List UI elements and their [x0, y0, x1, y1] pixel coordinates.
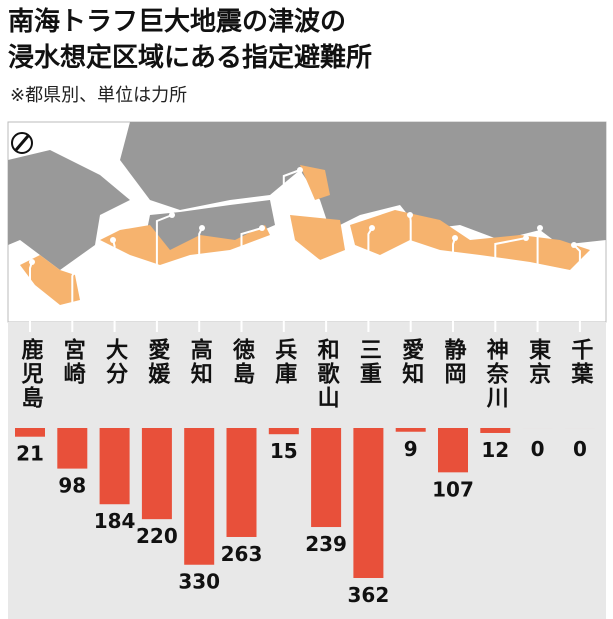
bar: [184, 428, 215, 565]
bar: [311, 428, 342, 528]
leader-line: [409, 214, 412, 332]
leader-dot: [199, 225, 205, 231]
bar: [438, 428, 468, 473]
leader-line: [240, 227, 263, 332]
bar: [480, 428, 511, 433]
chart-subtitle: ※都県別、単位は力所: [10, 85, 187, 106]
category-label: 東京: [525, 338, 551, 386]
leader-line: [282, 169, 301, 332]
category-label: 高知: [187, 337, 213, 386]
value-label: 330: [178, 570, 220, 594]
value-label: 0: [573, 437, 587, 461]
bar: [57, 428, 88, 469]
bar: [226, 428, 257, 537]
value-label: 9: [404, 437, 418, 461]
category-label: 徳島: [229, 337, 256, 386]
bar: [15, 428, 45, 437]
category-label: 愛媛: [144, 337, 170, 386]
value-label: 184: [94, 509, 136, 533]
leader-dot: [571, 242, 577, 248]
category-label: 静岡: [441, 337, 467, 386]
bar: [268, 428, 299, 435]
category-label: 三重: [356, 338, 382, 386]
category-label: 愛知: [398, 337, 424, 386]
bar: [395, 428, 426, 432]
value-label: 0: [531, 437, 545, 461]
value-label: 263: [221, 542, 263, 566]
leader-line: [155, 214, 173, 332]
leader-dot: [537, 225, 543, 231]
value-label: 362: [348, 583, 390, 607]
category-label: 大分: [102, 338, 128, 386]
leader-dot: [169, 212, 175, 218]
bar: [99, 428, 130, 505]
leader-dot: [29, 259, 35, 265]
value-label: 98: [58, 474, 86, 498]
bar: [353, 428, 384, 578]
leader-dot: [369, 225, 375, 231]
category-label: 兵庫: [271, 338, 297, 386]
leader-dot: [72, 267, 78, 273]
leader-dot: [297, 167, 303, 173]
value-label: 239: [305, 532, 347, 556]
chart-title-line2: 浸水想定区域にある指定避難所: [8, 42, 372, 73]
value-label: 107: [432, 477, 474, 501]
value-label: 15: [270, 439, 298, 463]
bar: [141, 428, 172, 520]
leader-dot: [407, 212, 413, 218]
value-label: 12: [481, 438, 509, 462]
category-label: 鹿児島: [18, 337, 45, 410]
leader-dot: [315, 259, 321, 265]
value-label: 220: [136, 524, 178, 548]
leader-dot: [452, 235, 458, 241]
category-label: 千葉: [567, 338, 594, 386]
chart-title: 南海トラフ巨大地震の津波の: [8, 7, 346, 37]
category-label: 宮崎: [60, 337, 86, 386]
value-label: 21: [16, 442, 44, 466]
leader-line: [494, 237, 527, 332]
leader-dot: [259, 225, 265, 231]
leader-line: [317, 261, 328, 332]
leader-dot: [523, 235, 529, 241]
category-label: 和歌山: [314, 338, 340, 410]
category-label: 神奈川: [483, 337, 510, 410]
leader-dot: [110, 237, 116, 243]
